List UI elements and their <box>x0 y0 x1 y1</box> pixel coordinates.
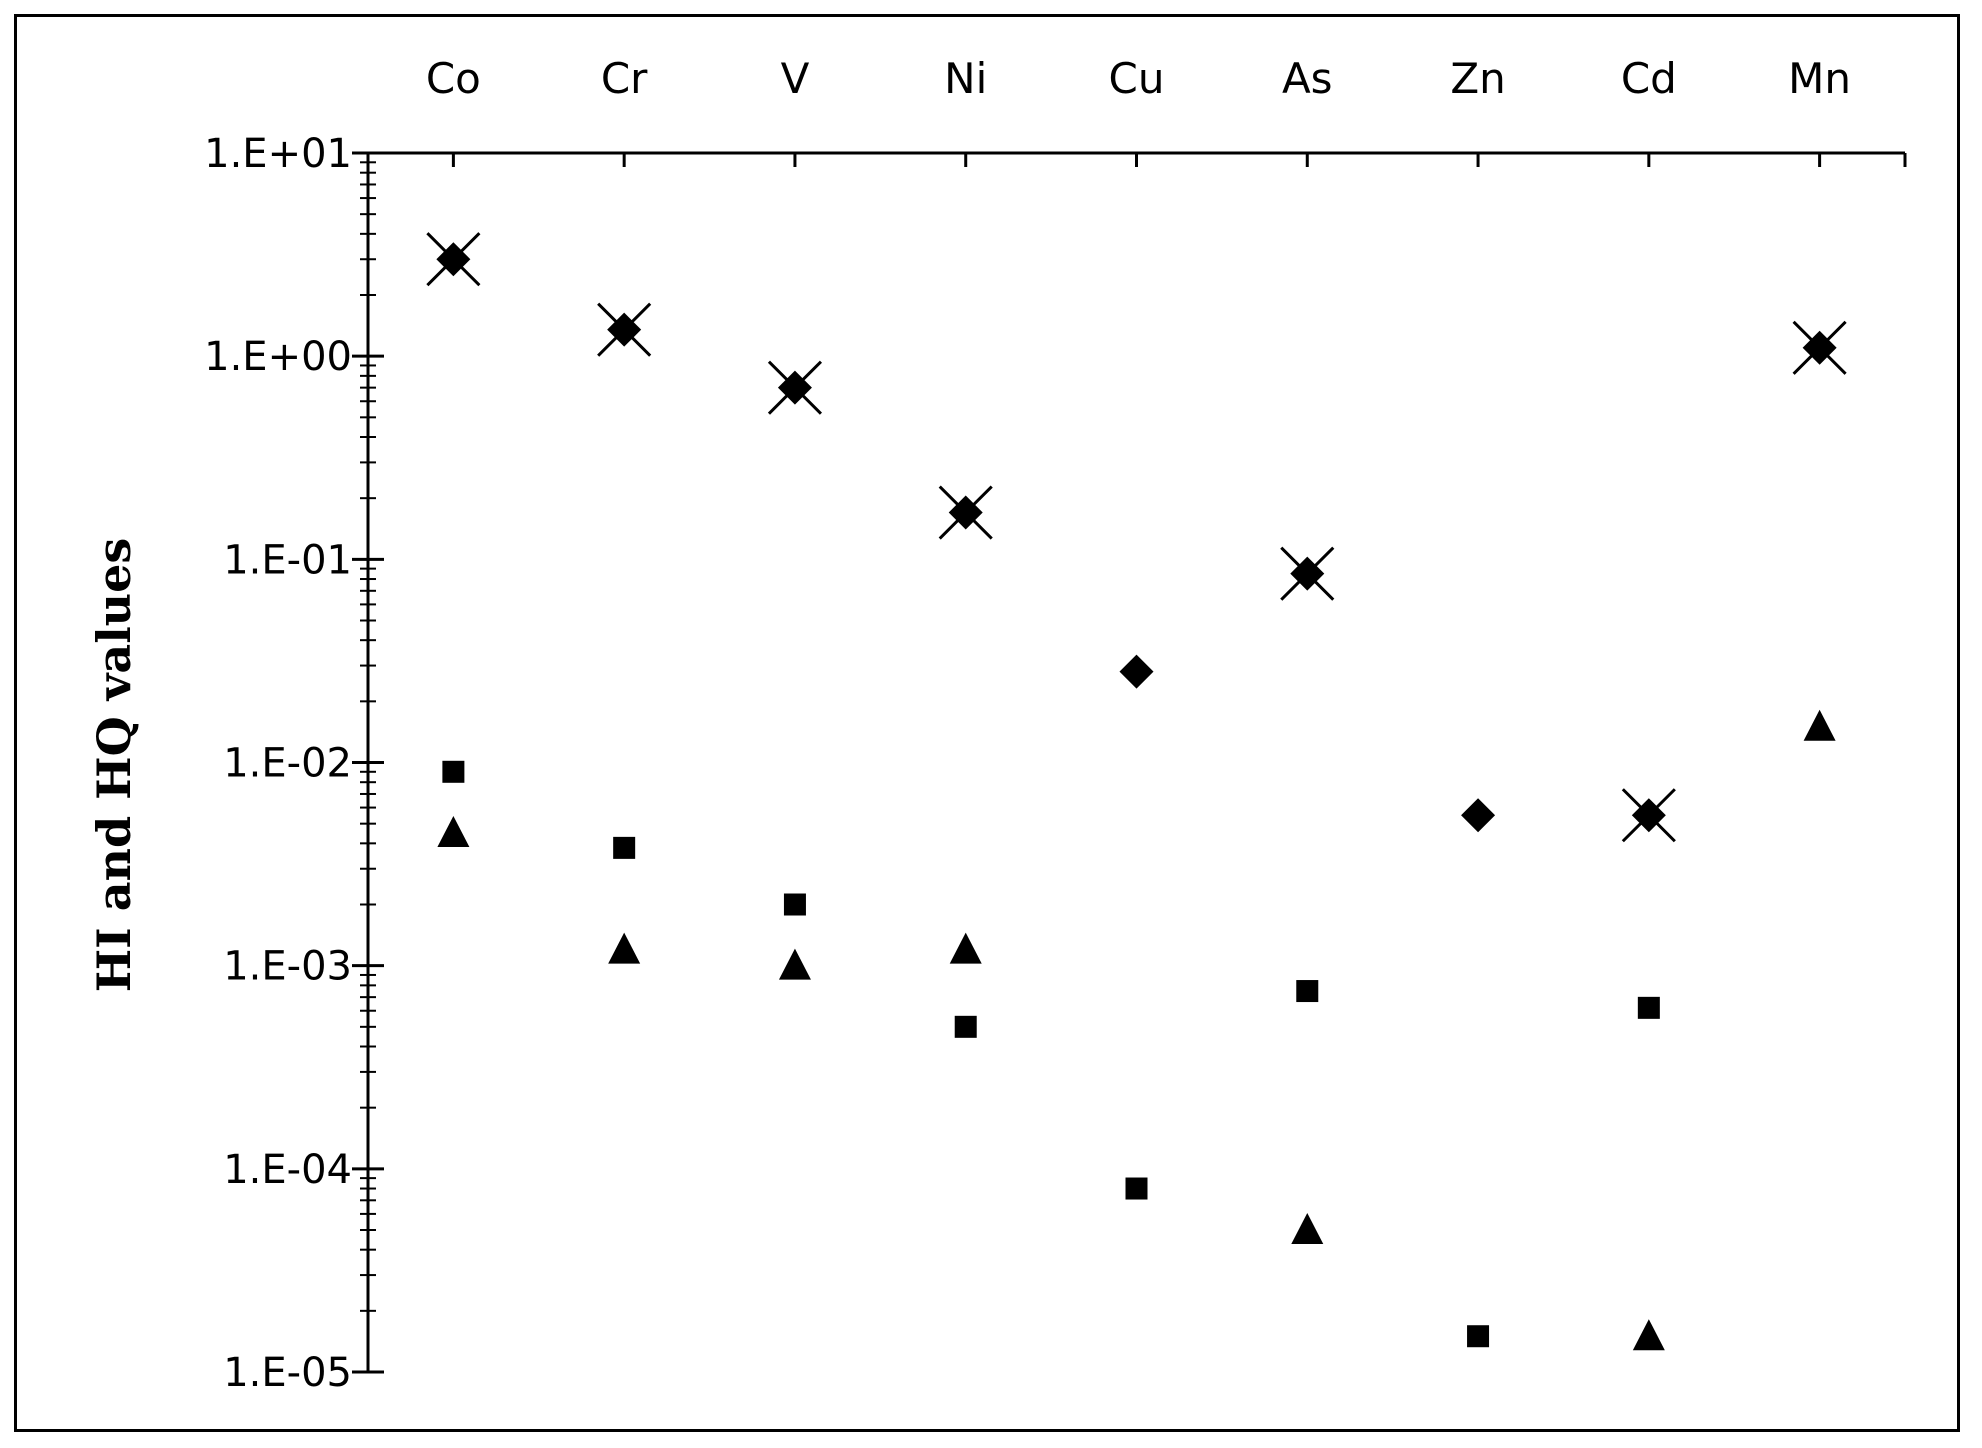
square-point <box>1637 996 1660 1019</box>
cross-point <box>767 360 823 415</box>
y-tick-label: 1.E-04 <box>223 1147 352 1193</box>
x-category-label: Cu <box>1109 54 1165 103</box>
triangle-point <box>608 932 641 964</box>
cross-point <box>426 232 481 287</box>
cross-point <box>597 302 652 357</box>
y-tick-label: 1.E-05 <box>223 1350 352 1396</box>
y-tick-label: 1.E-01 <box>223 537 352 583</box>
triangle-point <box>1291 1212 1324 1244</box>
x-category-label: As <box>1282 54 1333 103</box>
triangle-point <box>1632 1319 1665 1351</box>
data-points <box>426 232 1847 1351</box>
y-ticks: 1.E+01 1.E+00 1.E-01 1.E-02 1.E-03 1.E-04 1.E-… <box>204 131 384 1396</box>
x-category-label: Mn <box>1788 54 1851 103</box>
square-point <box>1467 1325 1490 1348</box>
triangle-point <box>949 932 982 964</box>
x-category-label: Cr <box>601 54 648 103</box>
diamond-point <box>1119 654 1154 689</box>
triangle-point <box>437 815 470 847</box>
x-category-label: Zn <box>1450 54 1505 103</box>
x-categories: Co Cr V Ni Cu As Zn Cd Mn <box>426 54 1907 167</box>
cross-point <box>1792 320 1847 375</box>
chart-frame <box>14 14 1960 1432</box>
x-category-label: Cd <box>1621 54 1677 103</box>
cross-point <box>1280 546 1335 601</box>
y-tick-label: 1.E-03 <box>223 944 352 990</box>
y-tick-label: 1.E+00 <box>204 334 352 380</box>
square-point <box>613 836 636 859</box>
square-point <box>442 760 465 783</box>
triangle-point <box>778 948 811 980</box>
square-point <box>1125 1177 1148 1200</box>
y-axis-label: HI and HQ values <box>87 538 141 993</box>
square-point <box>783 893 806 916</box>
triangle-point <box>1803 709 1836 741</box>
diamond-point <box>1461 798 1496 833</box>
x-category-label: V <box>781 54 810 103</box>
square-point <box>1296 980 1319 1003</box>
x-category-label: Co <box>426 54 481 103</box>
x-category-label: Ni <box>944 54 987 103</box>
y-tick-label: 1.E+01 <box>204 131 352 177</box>
y-tick-label: 1.E-02 <box>223 741 352 787</box>
square-point <box>954 1015 977 1038</box>
cross-point <box>1621 788 1676 843</box>
cross-point <box>938 485 993 540</box>
